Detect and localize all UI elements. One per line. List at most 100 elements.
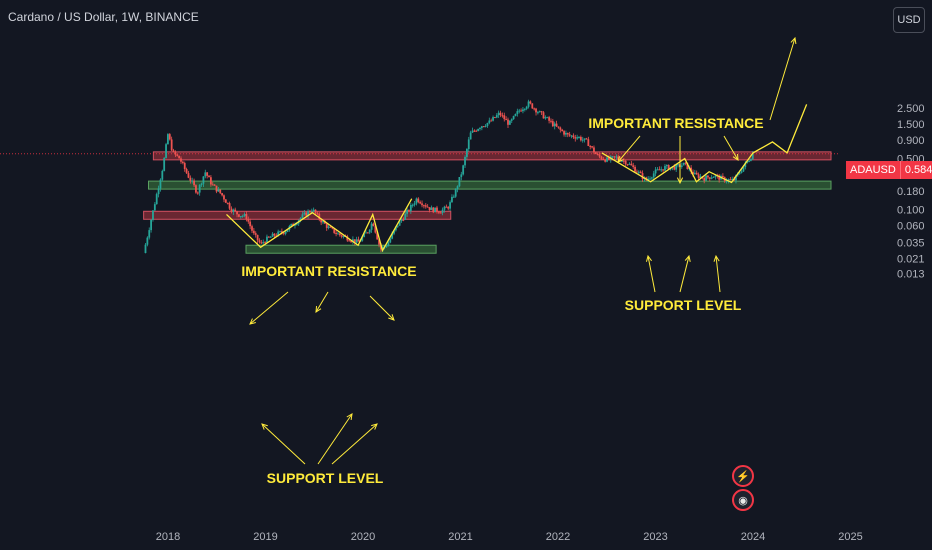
candle-body — [484, 125, 487, 127]
candle-body — [443, 206, 446, 210]
candle-body — [608, 157, 610, 160]
candle-body — [198, 184, 201, 193]
candle-body — [299, 217, 302, 221]
candle-body — [402, 219, 405, 221]
candle-body — [226, 202, 229, 204]
candle-body — [424, 205, 427, 207]
candle-body — [301, 214, 304, 218]
candle-body — [262, 242, 265, 244]
candle-body — [376, 232, 379, 240]
candle-body — [464, 156, 466, 166]
candle-body — [206, 172, 209, 176]
candle-body — [469, 132, 472, 140]
x-tick-label: 2020 — [351, 531, 375, 543]
candle-body — [366, 232, 369, 234]
candle-body — [445, 206, 448, 208]
candle-body — [535, 108, 537, 113]
candle-body — [439, 212, 442, 214]
candle-body — [333, 228, 336, 233]
x-tick-label: 2019 — [253, 531, 277, 543]
candle-body — [690, 167, 693, 172]
arrow-sup2-right — [715, 255, 721, 293]
candle-body — [393, 230, 395, 234]
y-tick-label: 0.100 — [897, 204, 925, 216]
candle-body — [247, 219, 250, 222]
zigzag-2022-2024 — [601, 104, 808, 184]
candle-body — [363, 233, 366, 237]
candle-body — [316, 213, 319, 215]
candle-body — [652, 173, 655, 178]
lightning-icon[interactable]: ⚡ — [732, 465, 754, 487]
arrow-res-left — [249, 291, 289, 325]
support-zone-1 — [148, 180, 832, 190]
candle-body — [350, 241, 352, 243]
currency-button[interactable]: USD — [893, 7, 925, 33]
candle-body — [604, 159, 607, 162]
arrow-sup2-right-head — [713, 254, 720, 262]
zigzag-2019-2020 — [226, 198, 413, 253]
candle-body — [520, 110, 522, 112]
candle-body — [452, 196, 455, 198]
resistance-zone-0 — [152, 151, 832, 161]
candle-body — [632, 165, 635, 167]
candle-body — [239, 216, 242, 218]
candle-body — [254, 233, 257, 235]
candle-body — [615, 156, 618, 158]
candle-body — [667, 165, 670, 170]
arrow-res2-left — [617, 135, 641, 163]
candle-body — [553, 123, 556, 127]
candle-body — [389, 238, 392, 243]
y-tick-label: 0.035 — [897, 237, 925, 249]
candle-body — [215, 185, 218, 192]
candle-body — [398, 221, 401, 226]
candle-body — [512, 115, 515, 120]
candle-body — [622, 160, 625, 162]
candle-body — [462, 165, 465, 175]
candle-body — [329, 226, 332, 228]
candle-body — [409, 205, 412, 212]
x-tick-label: 2022 — [546, 531, 570, 543]
candle-body — [381, 246, 384, 250]
annotation-label: SUPPORT LEVEL — [625, 297, 742, 313]
candle-body — [342, 236, 345, 238]
candle-body — [411, 204, 414, 206]
candle-body — [249, 221, 252, 227]
y-tick-label: 0.900 — [897, 135, 925, 147]
candle-body — [499, 112, 502, 116]
candle-body — [209, 177, 212, 185]
y-tick-label: 0.060 — [897, 220, 925, 232]
arrow-res-mid-head — [315, 305, 322, 313]
candle-body — [213, 184, 216, 186]
arrow-sup2-left-head — [645, 254, 652, 262]
chart-title: Cardano / US Dollar, 1W, BINANCE — [8, 10, 199, 24]
candle-body — [413, 203, 416, 205]
candle-body — [348, 240, 351, 242]
candle-body — [441, 209, 444, 214]
candle-body — [514, 113, 517, 116]
candle-body — [656, 169, 659, 171]
candle-body — [325, 223, 328, 228]
candle-body — [217, 189, 220, 192]
candle-body — [570, 135, 573, 137]
candle-body — [148, 230, 151, 238]
candle-body — [165, 144, 167, 158]
candle-body — [473, 130, 476, 132]
candle-body — [501, 115, 504, 117]
candle-body — [508, 120, 511, 125]
y-tick-label: 2.500 — [897, 103, 925, 115]
candle-body — [346, 236, 349, 241]
candle-body — [267, 236, 270, 238]
arrow-res-right — [369, 295, 395, 321]
candle-body — [460, 174, 463, 177]
candle-body — [658, 169, 661, 171]
candle-body — [404, 213, 407, 220]
candle-body — [507, 119, 509, 125]
candle-body — [271, 233, 274, 237]
candle-body — [243, 214, 246, 216]
arrow-projection-head — [790, 36, 797, 45]
candle-body — [368, 229, 371, 233]
flag-icon[interactable]: ◉ — [732, 489, 754, 511]
candle-body — [624, 160, 627, 165]
candle-body — [486, 122, 489, 126]
